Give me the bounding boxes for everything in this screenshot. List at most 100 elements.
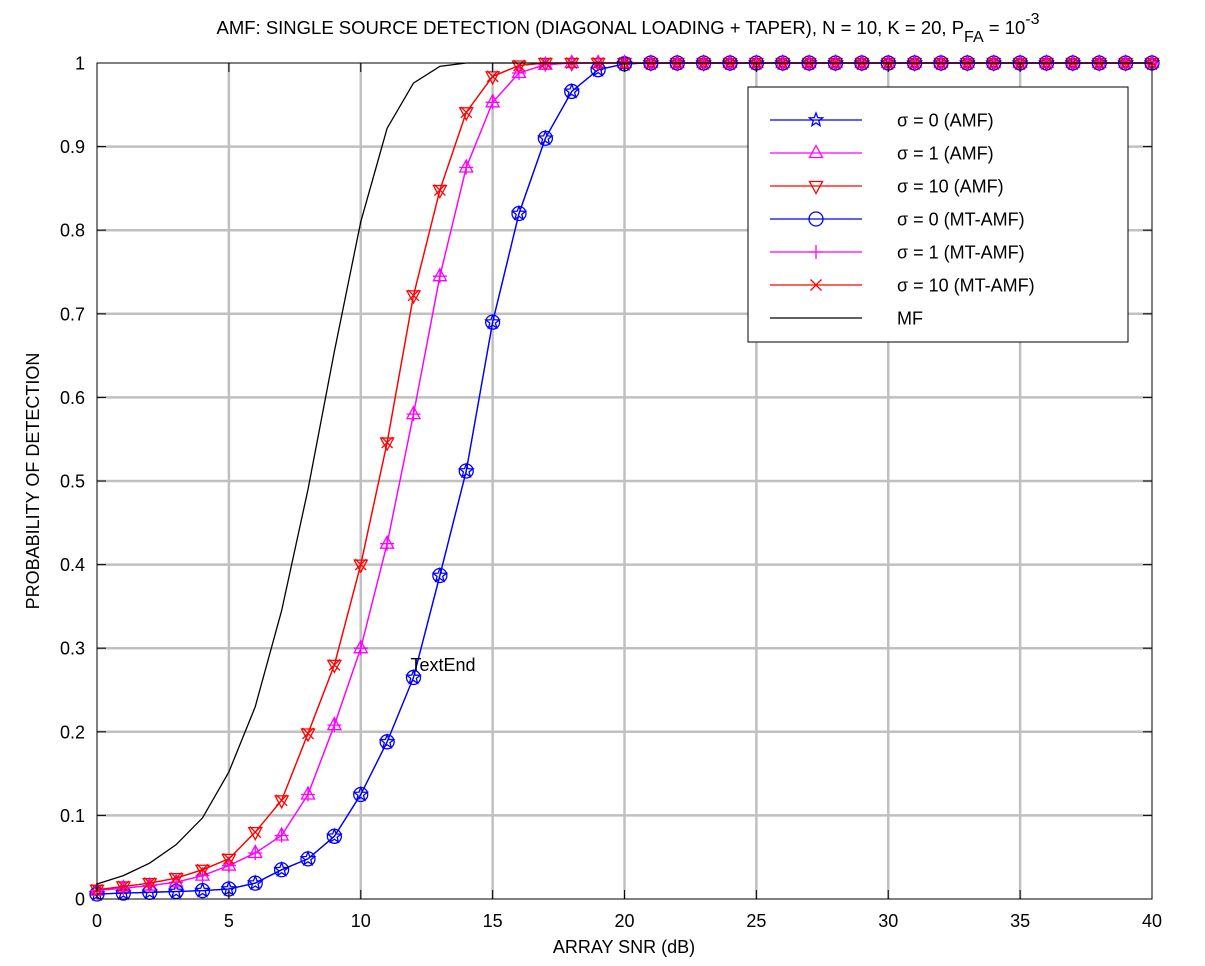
legend-item: σ = 1 (AMF) bbox=[770, 144, 994, 164]
legend-label: σ = 1 (MT-AMF) bbox=[897, 243, 1025, 263]
y-tick-label: 0.2 bbox=[60, 722, 85, 742]
data-point bbox=[431, 566, 449, 583]
data-point bbox=[196, 863, 209, 876]
y-tick-label: 0.3 bbox=[60, 639, 85, 659]
x-axis-label: ARRAY SNR (dB) bbox=[553, 937, 695, 957]
y-tick-label: 1 bbox=[75, 54, 85, 74]
data-point bbox=[326, 828, 343, 844]
y-tick-label: 0.5 bbox=[60, 472, 85, 492]
data-point bbox=[537, 130, 554, 146]
data-point bbox=[379, 734, 395, 750]
y-tick-label: 0.6 bbox=[60, 388, 85, 408]
data-point bbox=[407, 289, 420, 302]
data-point bbox=[195, 868, 210, 883]
data-point bbox=[247, 826, 263, 841]
data-point bbox=[273, 862, 290, 878]
grid bbox=[97, 63, 1152, 899]
data-point bbox=[299, 850, 317, 867]
x-tick-label: 25 bbox=[746, 911, 766, 931]
data-point bbox=[302, 727, 314, 740]
data-point bbox=[143, 877, 156, 890]
data-point bbox=[458, 107, 474, 122]
data-point bbox=[432, 184, 448, 199]
data-point bbox=[167, 882, 185, 899]
data-point bbox=[327, 718, 342, 733]
legend-marker bbox=[810, 279, 822, 291]
legend-label: MF bbox=[897, 309, 923, 329]
data-point bbox=[484, 314, 501, 330]
data-point bbox=[301, 787, 315, 802]
legend-item: σ = 0 (MT-AMF) bbox=[770, 210, 1025, 230]
data-point bbox=[406, 407, 421, 422]
data-point bbox=[274, 795, 290, 810]
data-point bbox=[432, 567, 448, 584]
legend-marker bbox=[808, 144, 824, 159]
data-point bbox=[275, 794, 288, 807]
legend-marker bbox=[807, 111, 825, 128]
x-tick-label: 5 bbox=[224, 911, 234, 931]
data-point bbox=[460, 106, 473, 119]
tick-layer: 0 5 10 15 20 25 30 35 40 0 0.1 0.2 0.3 0.4 0.5 0.6 0.7 0.… bbox=[60, 54, 1162, 932]
y-axis-label: PROBABILITY OF DETECTION bbox=[23, 353, 43, 610]
data-point bbox=[170, 872, 183, 885]
x-tick-label: 30 bbox=[878, 911, 898, 931]
legend-label: σ = 0 (AMF) bbox=[897, 111, 994, 131]
annotation-text: TextEnd bbox=[411, 655, 476, 675]
x-tick-label: 20 bbox=[614, 911, 634, 931]
y-tick-label: 0 bbox=[75, 890, 85, 910]
data-point bbox=[432, 269, 447, 284]
data-point bbox=[381, 436, 394, 449]
data-point bbox=[563, 82, 581, 99]
x-tick-label: 0 bbox=[92, 911, 102, 931]
data-point bbox=[194, 882, 211, 899]
legend-marker bbox=[809, 245, 823, 259]
data-point bbox=[249, 826, 262, 839]
data-point bbox=[378, 732, 396, 750]
data-point bbox=[564, 83, 580, 100]
x-tick-label: 15 bbox=[483, 911, 503, 931]
legend-marker bbox=[808, 180, 824, 195]
legend-item: σ = 10 (AMF) bbox=[770, 177, 1004, 197]
legend-label: σ = 1 (AMF) bbox=[897, 144, 994, 164]
data-point bbox=[221, 858, 236, 873]
data-point bbox=[433, 184, 446, 197]
y-tick-label: 0.7 bbox=[60, 304, 85, 324]
data-point bbox=[513, 59, 525, 72]
data-point bbox=[247, 875, 263, 891]
y-tick-label: 0.4 bbox=[60, 555, 85, 575]
data-point bbox=[352, 785, 370, 802]
data-point bbox=[325, 827, 343, 844]
data-point bbox=[194, 881, 211, 898]
data-point bbox=[536, 129, 554, 146]
data-point bbox=[353, 641, 368, 656]
data-point bbox=[354, 558, 367, 571]
legend-marker bbox=[808, 211, 824, 227]
data-point bbox=[326, 659, 342, 674]
legend-label: σ = 0 (MT-AMF) bbox=[897, 210, 1025, 230]
data-point bbox=[274, 828, 289, 843]
legend: σ = 0 (AMF) σ = 1 (AMF) σ = 10 (AMF) σ = 0 … bbox=[747, 86, 1129, 343]
data-point bbox=[405, 669, 422, 686]
data-point bbox=[405, 290, 422, 305]
legend-item: σ = 0 (AMF) bbox=[770, 111, 994, 131]
data-point bbox=[222, 852, 235, 865]
legend-item: σ = 1 (MT-AMF) bbox=[770, 243, 1025, 263]
data-point bbox=[248, 846, 263, 861]
data-point bbox=[353, 786, 369, 803]
data-point bbox=[380, 536, 395, 551]
data-point bbox=[512, 66, 526, 81]
legend-item: σ = 10 (MT-AMF) bbox=[770, 276, 1035, 296]
data-point bbox=[538, 57, 553, 72]
data-point bbox=[457, 462, 475, 479]
legend-label: σ = 10 (MT-AMF) bbox=[897, 276, 1035, 296]
data-point bbox=[300, 851, 316, 867]
chart-title: AMF: SINGLE SOURCE DETECTION (DIAGONAL L… bbox=[216, 11, 1039, 46]
data-point bbox=[328, 658, 341, 671]
data-point bbox=[486, 70, 499, 83]
legend-item: MF bbox=[770, 309, 923, 329]
y-tick-label: 0.8 bbox=[60, 221, 85, 241]
data-point bbox=[117, 880, 130, 893]
data-point bbox=[511, 205, 527, 222]
data-point bbox=[510, 204, 528, 221]
